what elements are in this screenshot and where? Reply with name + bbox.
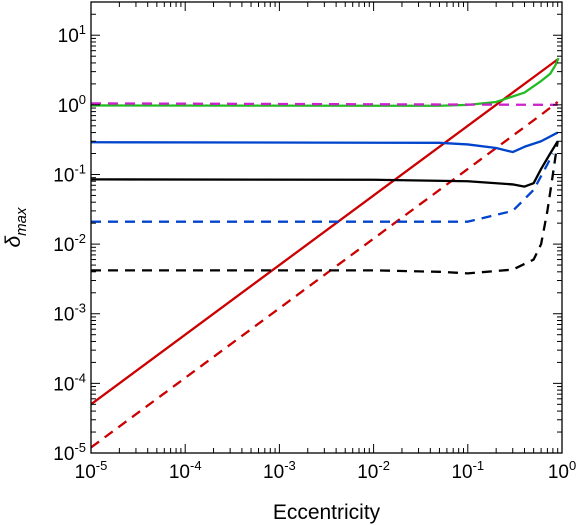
x-tick-label: 10-4 <box>169 458 202 483</box>
x-tick-label: 10-1 <box>451 458 484 483</box>
x-tick-label-exponent: -1 <box>473 458 485 473</box>
tick-labels: 10-5 10-4 10-3 10-2 10-1 10010-510-410-310-21… <box>53 22 576 483</box>
x-tick-label-base: 10 <box>548 462 569 483</box>
y-tick-label-base: 10 <box>53 444 74 465</box>
y-tick-label: 10-1 <box>53 161 86 186</box>
series-line-4 <box>91 102 558 106</box>
y-tick-label: 101 <box>58 22 86 47</box>
series-layer <box>91 57 560 449</box>
x-tick-label-exponent: -3 <box>284 458 296 473</box>
y-tick-label-base: 10 <box>53 165 74 186</box>
series-line-8 <box>91 141 559 275</box>
x-tick-label: 10-5 <box>75 458 108 483</box>
x-tick-label: 100 <box>548 458 576 483</box>
y-tick-label-base: 10 <box>53 235 74 256</box>
series-line-1 <box>91 58 559 406</box>
y-tick-label: 10-5 <box>53 440 86 465</box>
plot-frame <box>90 1 563 454</box>
y-tick-label-exponent: -4 <box>74 370 86 385</box>
series-line-5 <box>91 131 559 154</box>
y-tick-label-base: 10 <box>58 96 79 117</box>
x-tick-label-base: 10 <box>357 462 378 483</box>
y-tick-label: 10-2 <box>53 231 86 256</box>
x-axis-title: Eccentricity <box>273 501 381 524</box>
y-tick-label: 10-4 <box>53 370 86 395</box>
y-tick-label-base: 10 <box>58 26 79 47</box>
y-tick-label-exponent: -3 <box>74 301 86 316</box>
x-tick-label-exponent: -2 <box>378 458 390 473</box>
y-tick-label-exponent: 1 <box>79 22 86 37</box>
y-tick-label-exponent: 0 <box>79 92 86 107</box>
y-tick-label-exponent: -1 <box>74 161 86 176</box>
x-tick-label: 10-2 <box>357 458 390 483</box>
y-axis-title-symbol: δ <box>2 236 25 248</box>
y-axis-title-subscript: max <box>13 207 30 236</box>
series-line-6 <box>91 140 559 188</box>
y-tick-label-base: 10 <box>53 374 74 395</box>
y-axis-title: δmax <box>2 207 30 248</box>
y-tick-label-exponent: -2 <box>74 231 86 246</box>
series-line-3 <box>91 57 560 107</box>
x-tick-label-base: 10 <box>263 462 284 483</box>
x-tick-label-exponent: -4 <box>190 458 202 473</box>
x-tick-label-base: 10 <box>169 462 190 483</box>
y-tick-label: 10-3 <box>53 301 86 326</box>
x-tick-label: 10-3 <box>263 458 296 483</box>
y-tick-label-exponent: -5 <box>74 440 86 455</box>
x-tick-label-base: 10 <box>75 462 96 483</box>
x-tick-label-exponent: -5 <box>96 458 108 473</box>
series-line-7 <box>91 153 554 223</box>
x-tick-label-exponent: 0 <box>569 458 576 473</box>
series-line-2 <box>91 101 559 449</box>
x-tick-label-base: 10 <box>451 462 472 483</box>
ticks-layer <box>90 1 563 454</box>
y-tick-label-base: 10 <box>53 305 74 326</box>
y-tick-label: 100 <box>58 92 86 117</box>
